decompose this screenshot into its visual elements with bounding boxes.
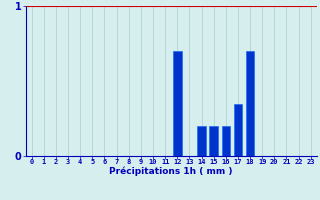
Bar [234, 104, 242, 156]
Bar [209, 126, 218, 156]
Bar [173, 51, 181, 156]
Bar [246, 51, 254, 156]
Bar [197, 126, 206, 156]
Bar [221, 126, 230, 156]
X-axis label: Précipitations 1h ( mm ): Précipitations 1h ( mm ) [109, 166, 233, 176]
